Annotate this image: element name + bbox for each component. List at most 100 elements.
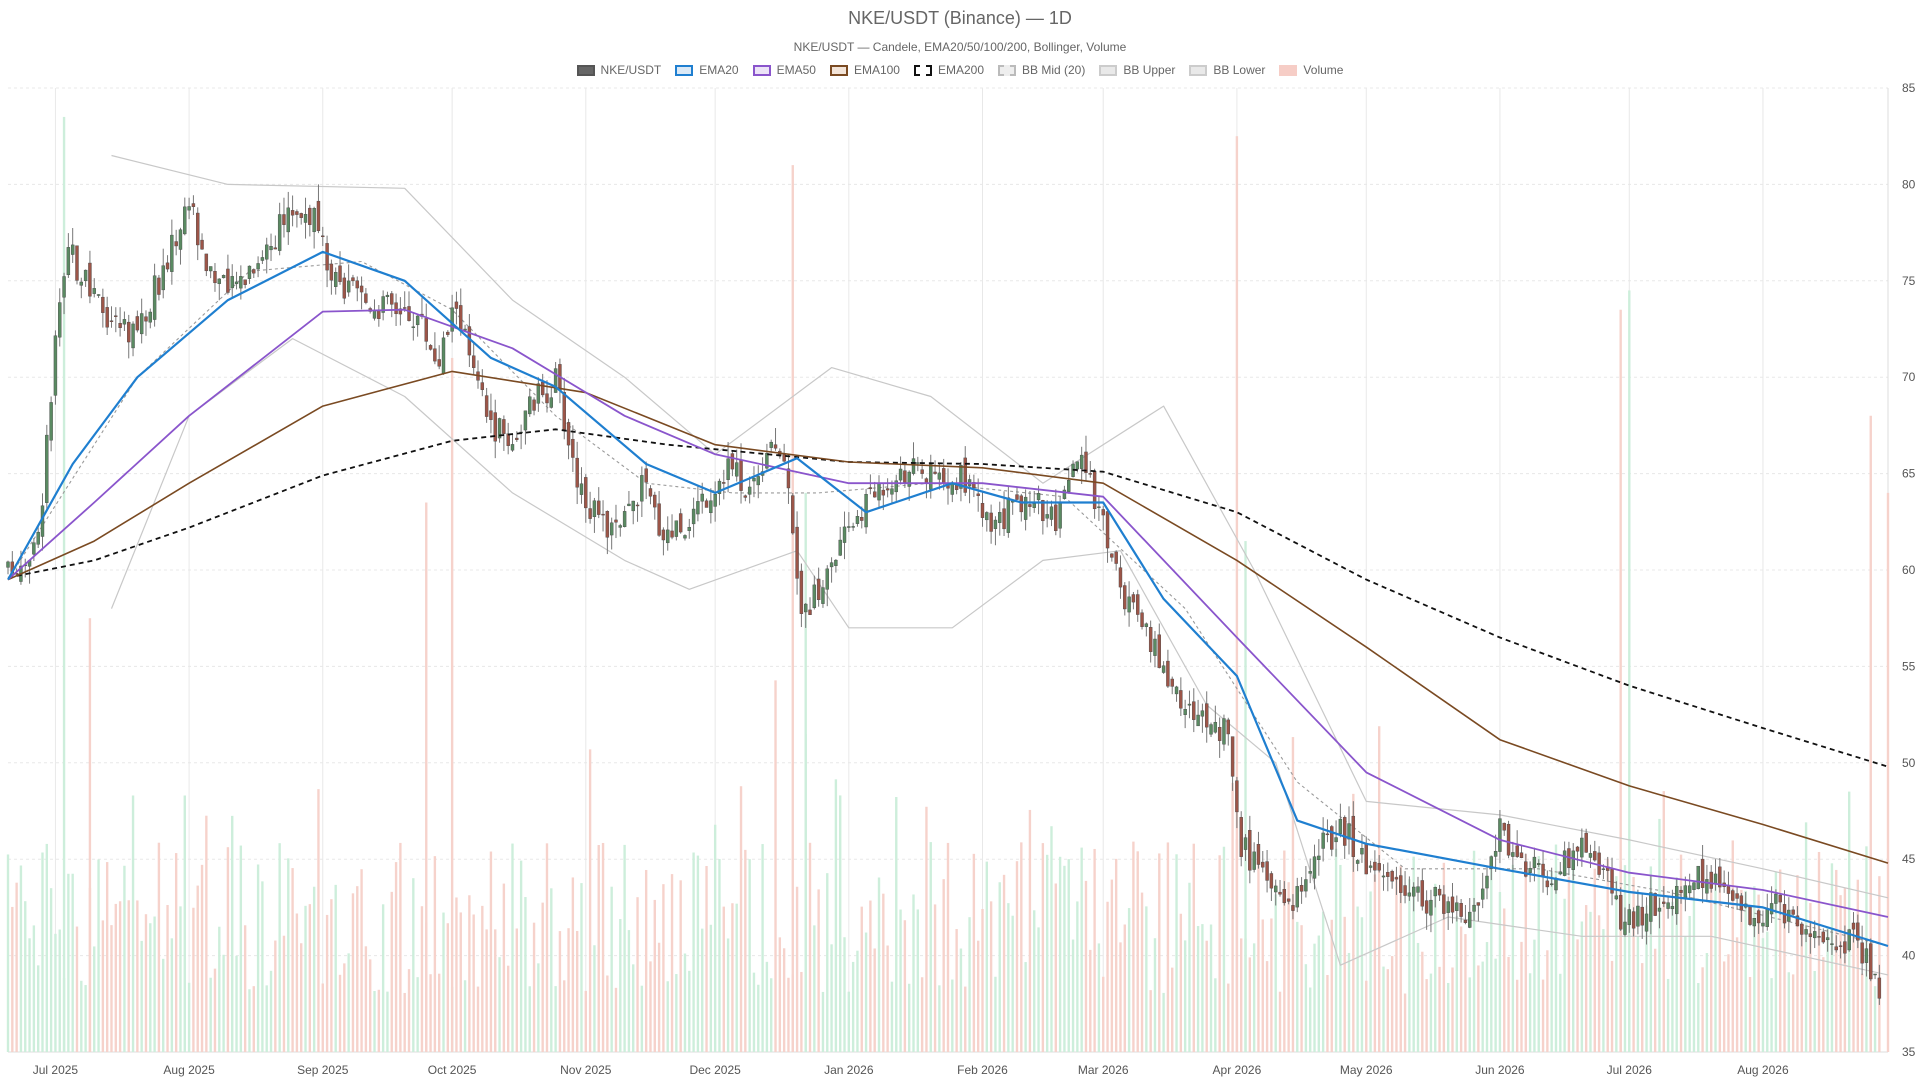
candle-body	[144, 316, 148, 322]
candle-body	[1105, 511, 1110, 549]
legend-label: Volume	[1303, 63, 1344, 77]
legend-item-ema200[interactable]: EMA200	[913, 63, 984, 77]
volume-bar	[381, 904, 385, 1052]
legend-item-bbup[interactable]: BB Upper	[1099, 63, 1175, 77]
volume-bar	[75, 926, 79, 1052]
candle-body	[1528, 868, 1532, 873]
volume-bar	[1304, 964, 1308, 1052]
volume-bar	[1188, 882, 1191, 1052]
volume-bar	[964, 986, 967, 1052]
candle-body	[963, 457, 967, 493]
volume-bar	[1774, 871, 1778, 1052]
volume-bar	[1080, 847, 1083, 1052]
candle-body	[1554, 879, 1558, 891]
candle-body	[1825, 937, 1830, 941]
legend-swatch	[576, 64, 595, 76]
candle-body	[1631, 911, 1636, 929]
legend-item-ema20[interactable]: EMA20	[675, 63, 739, 77]
x-tick-label: Feb 2026	[957, 1063, 1008, 1077]
candle-body	[1506, 823, 1511, 856]
candle-body	[135, 316, 140, 331]
volume-bar	[1011, 915, 1014, 1052]
volume-bar	[554, 986, 557, 1052]
legend-item-price[interactable]: NKE/USDT	[576, 63, 661, 77]
chart-title: NKE/USDT (Binance) — 1D	[848, 8, 1072, 28]
candle-body	[1713, 873, 1718, 884]
volume-bar	[243, 925, 247, 1052]
candle-body	[743, 495, 748, 498]
legend-label: EMA100	[853, 63, 900, 77]
volume-bar	[593, 945, 596, 1052]
volume-bar	[614, 987, 618, 1052]
volume-bar	[1356, 906, 1359, 1052]
volume-bar	[537, 963, 540, 1052]
candle-body	[515, 437, 519, 440]
volume-bar	[170, 938, 174, 1052]
volume-bar	[644, 869, 648, 1052]
volume-bar	[619, 919, 622, 1052]
candle-body	[49, 402, 53, 441]
volume-bar	[179, 906, 182, 1052]
volume-bar	[851, 961, 855, 1052]
candle-body	[1054, 504, 1058, 532]
candle-body	[277, 214, 282, 251]
volume-bar	[256, 864, 260, 1052]
candle-body	[1493, 850, 1498, 857]
volume-bar	[1563, 898, 1566, 1052]
volume-bar	[757, 984, 760, 1052]
volume-bar	[1727, 954, 1730, 1052]
legend-item-volume[interactable]: Volume	[1279, 63, 1343, 77]
legend-item-ema100[interactable]: EMA100	[829, 63, 900, 77]
volume-bar	[1222, 846, 1226, 1052]
volume-bar	[808, 842, 812, 1052]
candle-body	[1118, 567, 1123, 588]
volume-bar	[1766, 931, 1769, 1052]
volume-bar	[532, 922, 536, 1052]
candle-body	[631, 500, 635, 512]
volume-bar	[1731, 840, 1734, 1052]
x-tick-label: Jul 2025	[33, 1063, 79, 1077]
ema20-line	[7, 250, 1889, 948]
candle-body	[842, 526, 847, 543]
candle-body	[1088, 473, 1092, 475]
candle-body	[735, 462, 739, 477]
volume-bar	[580, 883, 583, 1052]
legend-item-bblow[interactable]: BB Lower	[1189, 63, 1265, 77]
volume-bar	[1140, 892, 1144, 1052]
volume-bar	[386, 991, 389, 1052]
volume-bar	[476, 986, 480, 1052]
volume-bar	[1710, 888, 1713, 1052]
candle-body	[808, 609, 812, 615]
candle-body	[1459, 903, 1463, 917]
volume-bar	[679, 880, 682, 1052]
volume-bar	[1701, 967, 1704, 1052]
volume-bar	[1179, 913, 1183, 1052]
volume-bar	[433, 856, 437, 1052]
candle-body	[1718, 866, 1722, 888]
volume-bar	[481, 905, 484, 1052]
volume-bar	[36, 965, 40, 1052]
candle-body	[985, 512, 989, 521]
volume-bar	[800, 971, 803, 1052]
legend-item-ema50[interactable]: EMA50	[752, 63, 816, 77]
volume-bar	[860, 906, 863, 1052]
volume-bar	[41, 852, 44, 1052]
volume-bar	[338, 974, 342, 1052]
candle-body	[1623, 921, 1627, 935]
volume-bar	[597, 845, 600, 1052]
candle-body	[1144, 623, 1149, 627]
candle-body	[713, 494, 717, 507]
candle-body	[730, 453, 735, 470]
volume-bar	[1192, 843, 1195, 1052]
candle-body	[118, 323, 122, 328]
candle-body	[739, 459, 743, 491]
volume-bar	[1132, 841, 1135, 1052]
candle-body	[62, 276, 66, 298]
volume-bar	[416, 977, 419, 1052]
legend-item-bbmid[interactable]: BB Mid (20)	[998, 63, 1085, 77]
volume-bar	[282, 935, 286, 1052]
volume-bar	[1843, 887, 1847, 1052]
candle-body	[976, 493, 980, 496]
volume-bar	[1123, 924, 1126, 1052]
candle-body	[1873, 973, 1877, 976]
